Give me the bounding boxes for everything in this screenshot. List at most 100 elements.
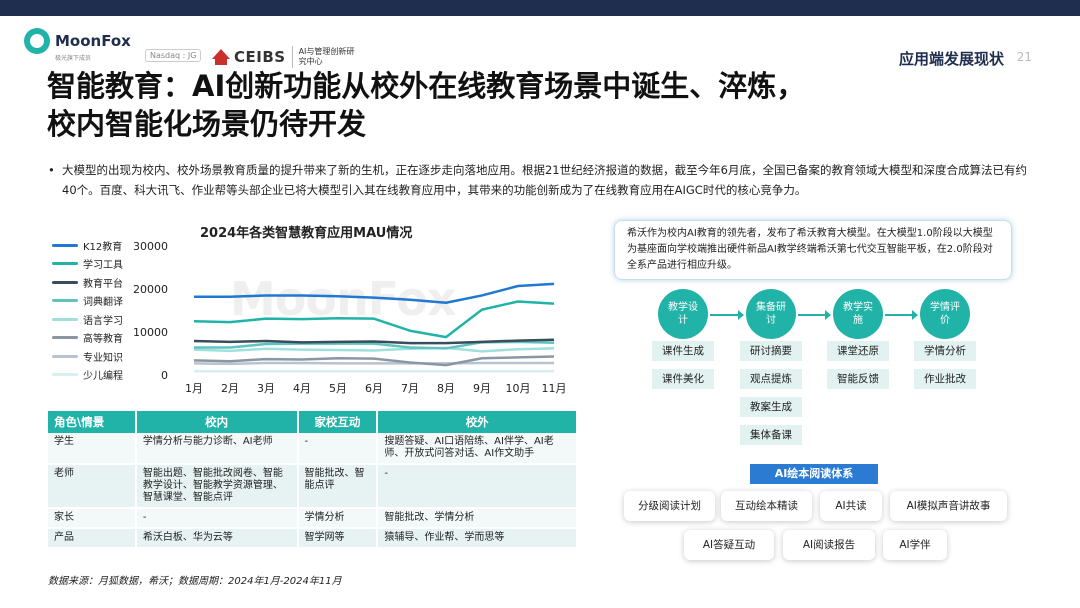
table-cell: -: [297, 433, 379, 465]
table-cell: 希沃白板、华为云等: [135, 528, 299, 549]
header: MoonFox 极光旗下成员 Nasdaq : JG CEIBS AI与管理创新…: [0, 16, 1080, 68]
legend-item: K12教育: [52, 236, 142, 255]
flow-arrow: [798, 310, 831, 320]
chart-title: 2024年各类智慧教育应用MAU情况: [200, 226, 413, 241]
table-header-cell: 角色\情景: [48, 411, 137, 433]
ceibs-logo-icon: [212, 49, 230, 65]
legend-label: 语言学习: [83, 315, 123, 327]
legend-label: 学习工具: [83, 260, 123, 272]
legend-label: 教育平台: [83, 278, 123, 290]
phase-label: 教学实施: [843, 302, 873, 326]
legend-swatch: [52, 262, 78, 266]
table-cell: 老师: [48, 464, 137, 509]
table-header-cell: 校外: [377, 411, 578, 433]
table-cell: 搜题答疑、AI口语陪练、AI伴学、AI老师、开放式问答对话、AI作文助手: [377, 433, 578, 465]
section-title: 应用端发展现状: [898, 50, 1004, 68]
feature-tag: 课堂还原: [827, 341, 889, 361]
series-line: [193, 361, 554, 366]
x-tick-label: 9月: [473, 382, 491, 395]
seewo-note: 希沃作为校内AI教育的领先者，发布了希沃教育大模型。在大模型1.0阶段以大模型为…: [614, 220, 1012, 280]
legend-item: 语言学习: [52, 310, 142, 329]
x-tick-label: 11月: [542, 382, 567, 395]
y-tick-label: 10000: [133, 326, 168, 339]
feature-tag: 研讨摘要: [740, 341, 802, 361]
page-title: 智能教育：AI创新功能从校外在线教育场景中诞生、淬炼， 校内智能化场景仍待开发: [47, 67, 1037, 143]
table-cell: 学生: [48, 433, 137, 465]
x-tick-label: 8月: [437, 382, 455, 395]
feature-tag: 智能反馈: [827, 369, 889, 389]
legend-swatch: [52, 299, 78, 303]
phase-circle: 学情评价: [920, 289, 970, 339]
reading-item: AI共读: [820, 491, 882, 521]
table-cell: 学情分析: [297, 508, 379, 529]
phase-circle: 集备研讨: [746, 289, 796, 339]
x-tick-label: 2月: [221, 382, 239, 395]
page-title-line-2: 校内智能化场景仍待开发: [47, 107, 367, 141]
ceibs-divider: [291, 46, 293, 68]
legend-item: 高等教育: [52, 329, 142, 348]
x-tick-label: 10月: [506, 382, 531, 395]
table-cell: 智能批改、智能点评: [297, 464, 379, 509]
table-row: 老师 智能出题、智能批改阅卷、智能教学设计、智能教学资源管理、智慧课堂、智能点评智…: [48, 464, 578, 509]
phase-label: 集备研讨: [756, 302, 786, 326]
y-tick-label: 0: [161, 369, 168, 382]
x-tick-label: 7月: [401, 382, 419, 395]
reading-item: AI阅读报告: [783, 530, 875, 560]
flow-arrow: [710, 310, 744, 320]
flow-arrow: [885, 310, 918, 320]
nasdaq-badge: Nasdaq : JG: [145, 49, 202, 62]
y-tick-label: 20000: [133, 283, 168, 296]
series-line: [194, 340, 555, 350]
ceibs-logo: CEIBS AI与管理创新研究中心: [212, 46, 359, 68]
table-cell: 智能出题、智能批改阅卷、智能教学设计、智能教学资源管理、智慧课堂、智能点评: [135, 464, 299, 509]
table-cell: 家长: [48, 508, 137, 529]
reading-item: AI答疑互动: [684, 530, 774, 560]
legend-swatch: [52, 243, 78, 247]
table-cell: 智学网等: [297, 528, 379, 549]
table-cell: 猿辅导、作业帮、学而思等: [377, 528, 578, 549]
reading-item: AI学伴: [883, 530, 947, 560]
legend-label: 专业知识: [83, 352, 123, 364]
x-tick-label: 5月: [329, 382, 347, 395]
series-line: [193, 355, 555, 367]
legend-swatch: [52, 336, 78, 340]
table-header-cell: 校内: [135, 411, 299, 433]
series-line: [193, 338, 555, 345]
moonfox-logo: MoonFox: [24, 28, 131, 54]
feature-tag: 观点提炼: [740, 369, 802, 389]
brand-name: MoonFox: [55, 32, 131, 50]
phase-label: 学情评价: [930, 302, 960, 326]
table-header-row: 角色\情景 校内 家校互动 校外: [48, 411, 578, 433]
watermark-chart: MoonFox: [230, 272, 457, 326]
legend-label: 少儿编程: [83, 371, 123, 383]
x-tick-label: 1月: [185, 382, 203, 395]
reading-system-title: AI绘本阅读体系: [750, 464, 878, 484]
feature-tag: 教案生成: [740, 397, 802, 417]
table-cell: -: [377, 464, 578, 509]
page-number: 21: [1016, 50, 1032, 64]
table-cell: 智能批改、学情分析: [377, 508, 578, 529]
series-line: [194, 282, 555, 305]
feature-tag: 集体备课: [740, 425, 802, 445]
legend-label: 高等教育: [83, 334, 123, 346]
reading-item: 分级阅读计划: [624, 491, 715, 521]
legend-swatch: [52, 373, 78, 377]
series-line: [193, 346, 555, 353]
legend-item: 学习工具: [52, 255, 142, 274]
legend-item: 少儿编程: [52, 366, 142, 385]
legend-label: K12教育: [83, 241, 123, 253]
legend-swatch: [52, 317, 78, 321]
legend-swatch: [52, 354, 78, 358]
phase-circle: 教学实施: [833, 289, 883, 339]
table-row: 产品 希沃白板、华为云等 智学网等 猿辅导、作业帮、学而思等: [48, 528, 578, 549]
x-tick-label: 3月: [257, 382, 275, 395]
top-bar: [0, 0, 1080, 16]
legend-item: 专业知识: [52, 347, 142, 366]
chart-legend: K12教育 学习工具 教育平台 词典翻译 语言学习 高等教育 专业知识 少儿编程: [52, 236, 142, 384]
feature-tag: 学情分析: [914, 341, 976, 361]
table-cell: 学情分析与能力诊断、AI老师: [135, 433, 299, 465]
reading-item: 互动绘本精读: [721, 491, 812, 521]
bullet-dot: •: [48, 163, 55, 177]
reading-item: AI模拟声音讲故事: [890, 491, 1007, 521]
phase-circle: 教学设计: [658, 289, 708, 339]
